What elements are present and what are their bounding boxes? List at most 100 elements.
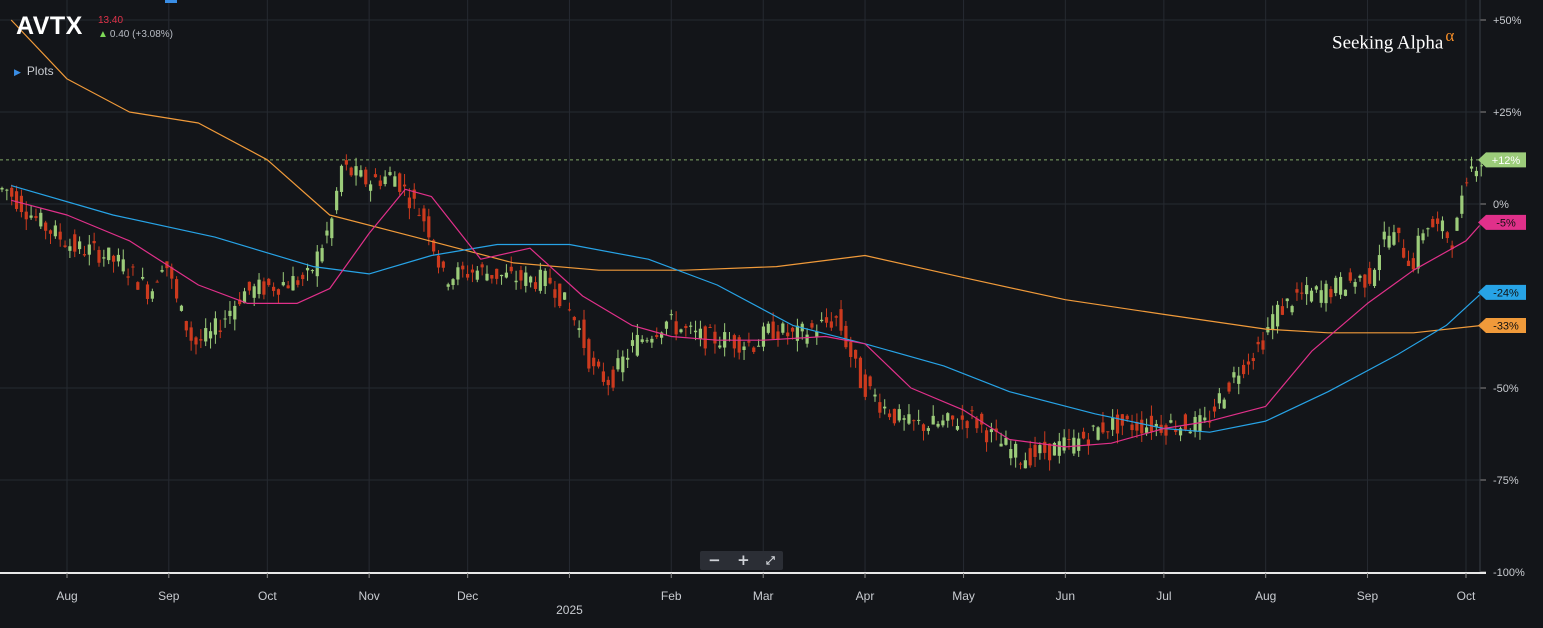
candle [1271,305,1275,340]
candle [509,256,513,274]
candle-body [790,327,795,332]
candle [868,375,872,390]
candle-body [364,169,368,185]
candle-body [87,244,91,255]
candle [310,269,314,274]
candle-body [1285,298,1289,302]
candle [883,399,887,415]
candle-body [761,326,766,347]
zoom-in-button[interactable]: + [737,551,750,569]
candle-body [242,291,247,304]
candle [29,204,33,220]
candle [1164,423,1168,445]
candle-body [936,423,940,427]
candle-body [1460,195,1464,214]
candle-body [393,176,397,187]
candle-body [359,170,363,177]
candle [533,276,538,292]
zoom-out-button[interactable]: − [708,551,721,569]
x-tick-label: Feb [661,589,682,603]
candle [655,327,659,339]
candle-body [412,189,416,199]
candle [800,321,804,340]
candle [1174,420,1178,435]
candle [1018,461,1023,470]
candle [24,201,28,231]
candle-body [82,254,87,256]
candle-body [1353,282,1357,287]
candle [141,267,145,281]
candle [102,249,106,267]
candle-body [509,266,513,272]
candle-body [116,254,120,262]
ma-short-line [11,188,1483,448]
candle-body [902,418,906,420]
candle [752,346,756,354]
candle-body [179,305,184,311]
candle-body [1188,431,1192,434]
candle [150,288,154,302]
candle [1275,300,1280,334]
candle-body [1038,445,1042,454]
candle [1358,274,1362,282]
candle [529,275,533,288]
candle [1028,440,1032,468]
candle [1397,227,1401,243]
candle-body [1372,269,1377,287]
price-tag-label: -24% [1493,287,1519,299]
candle-body [1227,382,1231,392]
candle-body [781,323,785,333]
candle-body [1009,449,1013,459]
candle [189,321,193,351]
candle [1290,304,1294,316]
candle [1203,406,1207,424]
candle-body [703,326,707,349]
candle-body [1004,437,1008,445]
candle [1169,413,1173,424]
candle [1382,221,1386,248]
candle-body [1145,427,1149,433]
candle-body [121,259,125,272]
candle [1319,280,1323,308]
candle [1465,177,1469,187]
candle [427,208,431,246]
candle [970,406,974,420]
candle-body [276,289,281,295]
price-tag-bg [1478,214,1526,230]
candle-body [917,419,921,421]
candle-body [1271,314,1275,330]
plots-toggle[interactable]: ▶ Plots [14,64,54,78]
candle-body [863,374,867,397]
candle [839,300,843,336]
candle-body [965,421,969,429]
candle [398,172,402,196]
active-tab-indicator [165,0,177,3]
candle-body [1309,290,1314,302]
candle-body [272,286,276,291]
expand-icon[interactable]: ⤢ [766,554,775,567]
candle [1469,156,1474,172]
candle-body [1275,304,1280,327]
candle-body [747,341,751,343]
candle-body [742,346,746,351]
candle [1251,352,1255,370]
candle [1460,185,1464,219]
x-tick-label: Sep [1357,589,1379,603]
ticker-symbol: AVTX [16,12,83,40]
price-tag-bg [1478,152,1526,168]
candle-body [247,281,251,291]
candle [495,268,499,285]
candle [601,362,605,386]
candle [1222,397,1226,409]
candle [1295,282,1299,301]
candle [873,388,877,402]
candle-body [858,357,863,389]
candle-body [1014,443,1018,458]
candle-body [402,184,407,187]
candle-body [854,349,858,359]
candle [1242,359,1246,379]
candle-body [582,319,586,349]
candle-body [451,279,455,286]
candle-body [776,331,780,340]
